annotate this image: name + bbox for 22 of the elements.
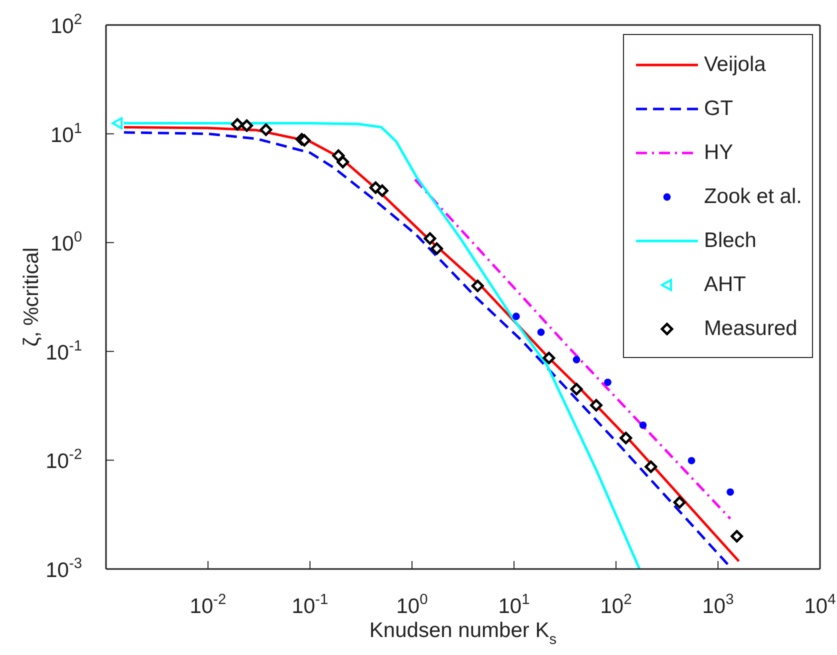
x-axis-title: Knudsen number K$_{s}$ [369,619,557,648]
legend-label: GT [704,97,734,121]
x-tick-label: 10$^{4}$ [804,592,836,618]
legend-label: HY [704,141,734,165]
legend-label: Veijola [704,53,766,77]
y-tick-label: 10$^{-3}$ [46,556,82,582]
x-tick-label: 10$^{3}$ [702,592,734,618]
x-tick-label: 10$^{-2}$ [190,592,226,618]
y-tick-label: 10$^{-2}$ [46,447,82,474]
y-tick-label: 10$^{1}$ [50,120,82,147]
x-tick-label: 10$^{0}$ [396,592,428,618]
y-tick-label: 10$^{-1}$ [46,338,82,364]
y-tick-label: 10$^{2}$ [50,12,82,38]
y-tick-label: 10$^{0}$ [50,230,82,256]
x-tick-label: 10$^{1}$ [498,592,530,618]
legend-label: Zook et al. [704,185,802,209]
y-axis-title: ζ, %critical [20,247,43,347]
legend-label: Measured [704,317,798,341]
x-tick-label: 10$^{2}$ [600,592,632,618]
x-tick-label: 10$^{-1}$ [292,592,328,618]
legend-label: AHT [704,273,746,297]
legend-label: Blech [704,229,756,253]
